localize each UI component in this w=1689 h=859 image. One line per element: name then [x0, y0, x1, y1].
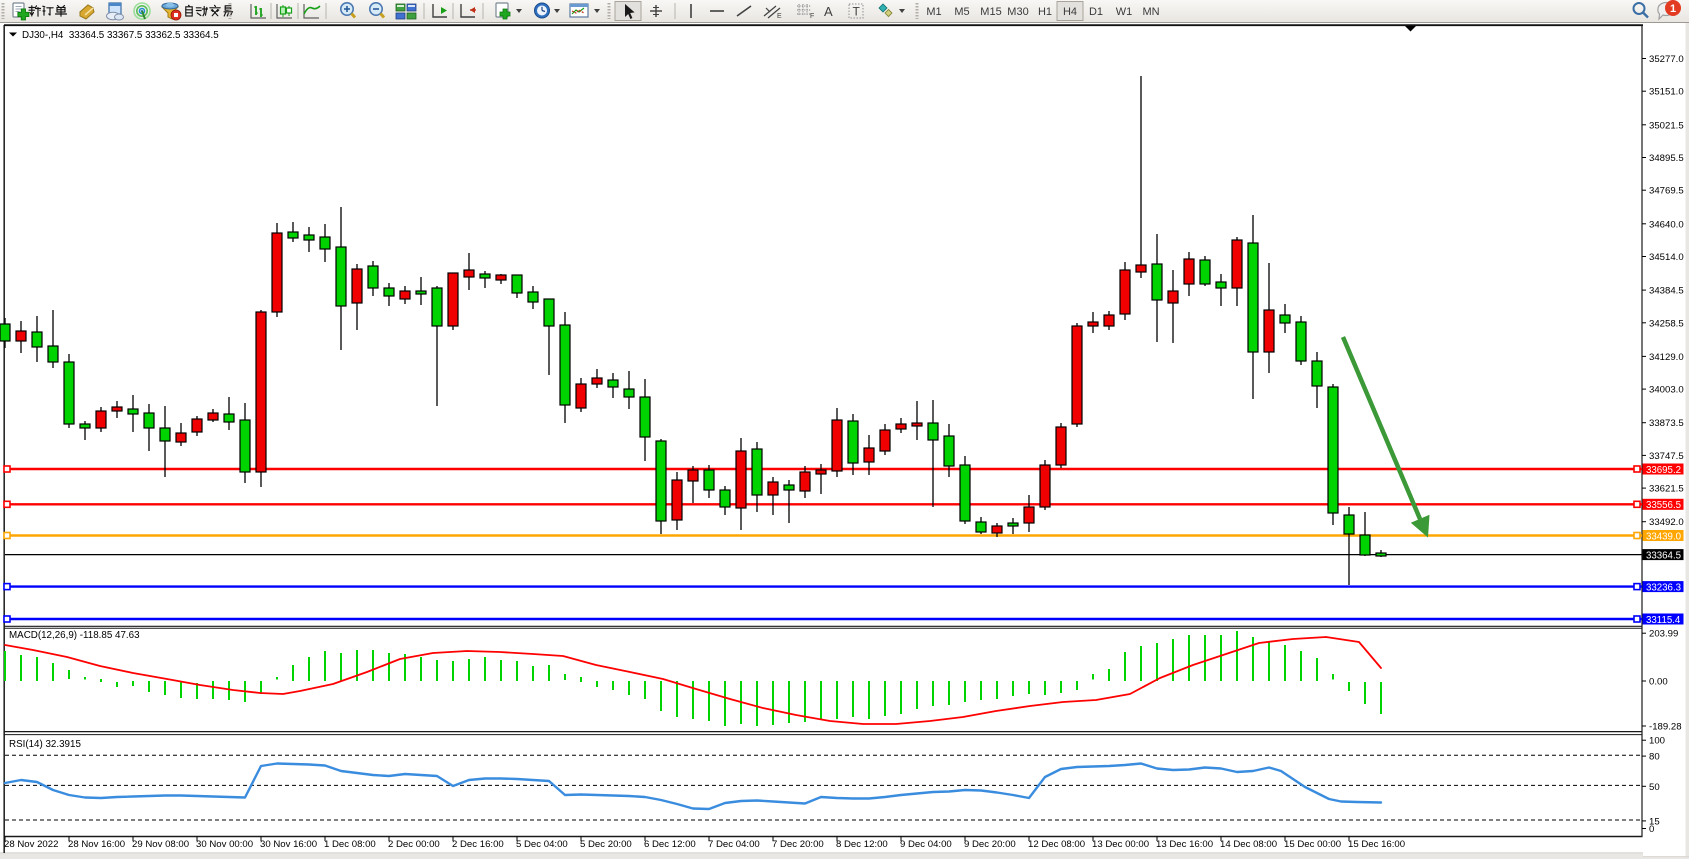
svg-text:33236.3: 33236.3	[1646, 582, 1681, 593]
svg-text:M1: M1	[926, 6, 941, 18]
svg-text:33873.5: 33873.5	[1649, 418, 1684, 429]
svg-text:2 Dec 00:00: 2 Dec 00:00	[388, 839, 440, 850]
svg-text:13 Dec 16:00: 13 Dec 16:00	[1156, 839, 1213, 850]
svg-text:33621.5: 33621.5	[1649, 484, 1684, 495]
svg-text:34769.5: 34769.5	[1649, 186, 1684, 197]
svg-text:35277.0: 35277.0	[1649, 54, 1684, 65]
svg-text:MN: MN	[1142, 6, 1159, 18]
svg-text:80: 80	[1649, 752, 1660, 763]
svg-text:29 Nov 08:00: 29 Nov 08:00	[132, 839, 189, 850]
svg-text:34514.0: 34514.0	[1649, 252, 1684, 263]
svg-text:-189.28: -189.28	[1649, 722, 1682, 733]
svg-text:100: 100	[1649, 736, 1665, 747]
svg-text:9 Dec 20:00: 9 Dec 20:00	[964, 839, 1016, 850]
svg-text:34640.0: 34640.0	[1649, 219, 1684, 230]
svg-text:E: E	[777, 13, 782, 20]
svg-text:30 Nov 16:00: 30 Nov 16:00	[260, 839, 317, 850]
svg-text:13 Dec 00:00: 13 Dec 00:00	[1092, 839, 1149, 850]
svg-text:33115.4: 33115.4	[1646, 615, 1681, 626]
svg-text:2 Dec 16:00: 2 Dec 16:00	[452, 839, 504, 850]
svg-text:33747.5: 33747.5	[1649, 451, 1684, 462]
svg-text:203.99: 203.99	[1649, 629, 1678, 640]
svg-text:F: F	[810, 13, 814, 20]
svg-text:7 Dec 20:00: 7 Dec 20:00	[772, 839, 824, 850]
svg-text:M15: M15	[980, 6, 1001, 18]
svg-text:34384.5: 34384.5	[1649, 286, 1684, 297]
svg-text:15 Dec 16:00: 15 Dec 16:00	[1348, 839, 1405, 850]
svg-text:0: 0	[1649, 824, 1654, 835]
svg-text:33439.0: 33439.0	[1646, 531, 1682, 542]
svg-text:15 Dec 00:00: 15 Dec 00:00	[1284, 839, 1341, 850]
svg-text:35151.0: 35151.0	[1649, 87, 1684, 98]
svg-text:50: 50	[1649, 782, 1660, 793]
svg-text:1: 1	[1670, 3, 1676, 15]
svg-text:34258.5: 34258.5	[1649, 318, 1684, 329]
svg-text:33695.2: 33695.2	[1646, 465, 1681, 476]
svg-text:30 Nov 00:00: 30 Nov 00:00	[196, 839, 253, 850]
svg-text:T: T	[853, 5, 861, 19]
svg-text:34895.5: 34895.5	[1649, 153, 1684, 164]
svg-text:D1: D1	[1089, 6, 1103, 18]
svg-text:34003.0: 34003.0	[1649, 385, 1684, 396]
svg-text:RSI(14) 32.3915: RSI(14) 32.3915	[9, 739, 81, 750]
svg-text:W1: W1	[1116, 6, 1133, 18]
svg-text:33556.5: 33556.5	[1646, 500, 1681, 511]
svg-text:15: 15	[1649, 816, 1660, 827]
svg-text:28 Nov 16:00: 28 Nov 16:00	[68, 839, 125, 850]
svg-text:12 Dec 08:00: 12 Dec 08:00	[1028, 839, 1085, 850]
svg-text:34129.0: 34129.0	[1649, 352, 1684, 363]
svg-text:0.00: 0.00	[1649, 677, 1668, 688]
svg-text:MACD(12,26,9) -118.85 47.63: MACD(12,26,9) -118.85 47.63	[9, 630, 140, 641]
svg-text:35021.5: 35021.5	[1649, 120, 1684, 131]
svg-text:1 Dec 08:00: 1 Dec 08:00	[324, 839, 376, 850]
svg-text:M5: M5	[954, 6, 969, 18]
svg-text:8 Dec 12:00: 8 Dec 12:00	[836, 839, 888, 850]
svg-text:9 Dec 04:00: 9 Dec 04:00	[900, 839, 952, 850]
svg-text:6 Dec 12:00: 6 Dec 12:00	[644, 839, 696, 850]
svg-text:7 Dec 04:00: 7 Dec 04:00	[708, 839, 760, 850]
svg-text:H1: H1	[1038, 6, 1052, 18]
svg-text:5 Dec 20:00: 5 Dec 20:00	[580, 839, 632, 850]
svg-text:14 Dec 08:00: 14 Dec 08:00	[1220, 839, 1277, 850]
svg-text:33492.0: 33492.0	[1649, 517, 1684, 528]
svg-text:5 Dec 04:00: 5 Dec 04:00	[516, 839, 568, 850]
svg-text:28 Nov 2022: 28 Nov 2022	[4, 839, 58, 850]
svg-text:DJ30-,H4 33364.5 33367.5 3336: DJ30-,H4 33364.5 33367.5 33362.5 33364.5	[22, 30, 219, 41]
svg-text:A: A	[824, 4, 833, 19]
svg-text:H4: H4	[1063, 6, 1077, 18]
svg-text:33364.5: 33364.5	[1646, 550, 1681, 561]
svg-text:M30: M30	[1007, 6, 1028, 18]
